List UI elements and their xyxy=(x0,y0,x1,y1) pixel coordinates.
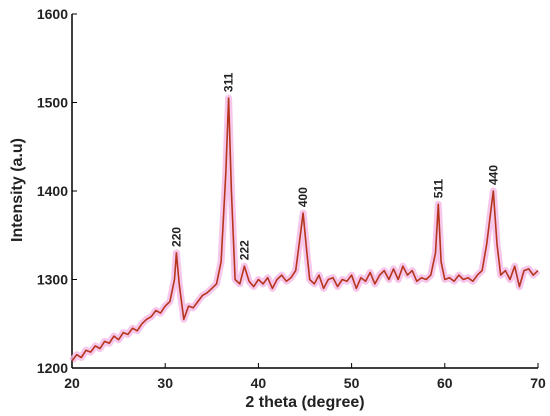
y-tick-label: 1300 xyxy=(37,272,68,288)
x-tick-label: 60 xyxy=(437,375,453,391)
y-axis-title: Intensity (a.u) xyxy=(9,138,26,242)
x-tick-label: 50 xyxy=(344,375,360,391)
x-tick-label: 70 xyxy=(530,375,546,391)
y-tick-label: 1400 xyxy=(37,183,68,199)
y-tick-label: 1600 xyxy=(37,6,68,22)
y-tick-label: 1200 xyxy=(37,360,68,376)
peak-label: 440 xyxy=(486,165,500,185)
peak-label: 220 xyxy=(169,227,183,247)
peak-label: 311 xyxy=(222,72,236,92)
y-tick-label: 1500 xyxy=(37,95,68,111)
peak-label: 222 xyxy=(237,240,251,260)
peak-label: 400 xyxy=(296,187,310,207)
x-tick-label: 20 xyxy=(64,375,80,391)
x-tick-label: 30 xyxy=(157,375,173,391)
peak-label: 511 xyxy=(431,179,445,199)
line xyxy=(71,97,539,362)
x-tick-label: 40 xyxy=(251,375,267,391)
x-axis-title: 2 theta (degree) xyxy=(245,394,364,411)
